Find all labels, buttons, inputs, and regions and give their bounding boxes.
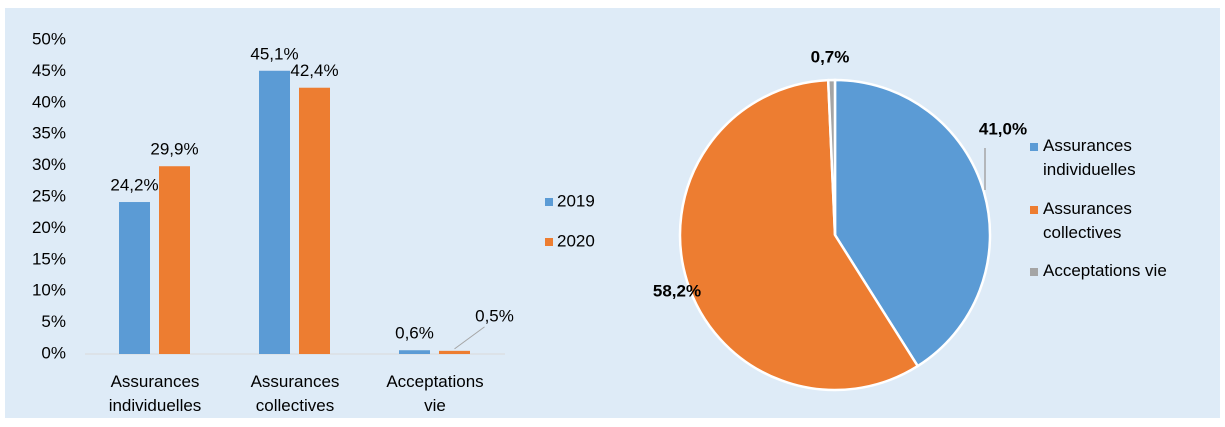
x-tick-label: Acceptations vie [386,372,483,415]
legend-label: 2020 [557,231,595,250]
pie-slice [826,78,837,236]
y-tick-label: 20% [32,218,66,237]
legend-swatch [1030,268,1038,276]
legend-label: Assurances individuelles [1043,136,1136,179]
legend-label: 2019 [557,191,595,210]
y-tick-label: 45% [32,61,66,80]
bar [259,70,290,354]
leader-line [454,326,485,350]
legend-label: Acceptations vie [1043,261,1167,280]
data-label: 45,1% [250,44,298,63]
x-tick-label: Assurances collectives [251,372,340,415]
bar [399,350,430,354]
background [5,8,1220,418]
y-tick-label: 15% [32,249,66,268]
legend-swatch [1030,143,1038,151]
y-tick-label: 25% [32,186,66,205]
legend-swatch [545,238,553,246]
x-tick-label: Assurances individuelles [109,372,202,415]
legend-label: Assurances collectives [1043,199,1132,242]
data-label: 0,7% [811,47,850,66]
legend-swatch [1030,206,1038,214]
data-label: 24,2% [110,176,158,195]
legend-swatch [545,198,553,206]
data-label: 42,4% [290,61,338,80]
data-label: 29,9% [150,140,198,159]
bar [299,87,330,354]
data-label: 58,2% [653,281,701,300]
data-label: 0,5% [475,306,514,325]
bar [119,202,150,354]
pie-slice [678,78,920,392]
bar [159,166,190,354]
data-label: 0,6% [395,324,434,343]
data-label: 41,0% [979,119,1027,138]
y-tick-label: 40% [32,92,66,111]
y-tick-label: 5% [41,312,66,331]
bar [439,350,470,354]
y-tick-label: 0% [41,343,66,362]
y-tick-label: 30% [32,155,66,174]
y-tick-label: 35% [32,124,66,143]
y-tick-label: 10% [32,281,66,300]
y-tick-label: 50% [32,29,66,48]
